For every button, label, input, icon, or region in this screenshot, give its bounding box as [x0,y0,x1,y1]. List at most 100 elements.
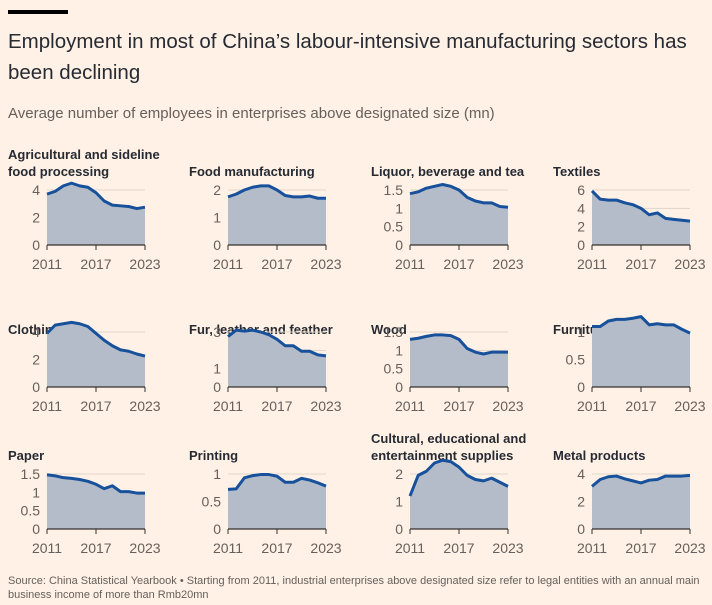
y-tick-label: 6 [577,182,585,198]
y-tick-label: 1 [395,342,403,358]
x-tick-label: 2017 [80,540,111,556]
y-tick-label: 0 [32,379,40,395]
x-tick-label: 2011 [32,256,62,272]
series-line [45,320,146,358]
y-tick-label: 1.5 [21,466,41,482]
panel-6: 0 0.5 1 1.5 2011 2017 2023 [384,324,524,414]
y-tick-label: 0 [213,379,221,395]
y-tick-label: 0 [213,237,221,253]
series-area [410,184,508,245]
y-tick-label: 0.5 [21,503,41,519]
x-tick-label: 2023 [129,398,160,414]
panel-title: Cultural, educational and entertainment … [371,431,527,463]
y-tick-label: 4 [32,324,40,340]
x-tick-label: 2023 [129,540,160,556]
y-tick-label: 4 [32,182,40,198]
y-tick-label: 1 [577,324,585,340]
x-tick-label: 2023 [310,540,341,556]
x-tick-label: 2023 [492,398,523,414]
panel-title: Wood [371,322,407,337]
y-tick-label: 1 [213,466,221,482]
y-tick-label: 0 [395,521,403,537]
y-tick-label: 2 [577,494,585,510]
x-tick-label: 2011 [32,540,62,556]
y-tick-label: 2 [577,219,585,235]
source-note: Source: China Statistical Yearbook • Sta… [8,575,700,601]
x-tick-label: 2011 [32,398,62,414]
series-line [591,473,691,488]
x-tick-label: 2023 [310,398,341,414]
x-tick-label: 2011 [213,256,243,272]
series-area [228,474,326,529]
series-area [410,460,508,529]
x-tick-label: 2017 [625,540,656,556]
y-tick-label: 0 [577,521,585,537]
x-tick-label: 2023 [310,256,341,272]
panel-5: 0 1 3 2011 2017 2023 [213,324,342,414]
series-line [409,333,508,356]
y-tick-label: 0 [32,521,40,537]
y-tick-label: 0.5 [566,352,586,368]
panel-10: 0 1 2 2011 2017 2023 [395,458,524,556]
series-line [46,473,145,495]
chart-subtitle: Average number of employees in enterpris… [8,105,495,122]
series-line [227,328,327,358]
y-tick-label: 2 [32,210,40,226]
y-tick-label: 0 [213,521,221,537]
series-line [227,184,326,200]
x-tick-label: 2023 [492,256,523,272]
series-area [410,334,508,387]
series-line [46,181,146,211]
panel-7: 0 0.5 1 2011 2017 2023 [566,315,706,414]
panel-title: Food manufacturing [189,164,315,179]
ft-top-bar [8,10,68,14]
series-line [227,473,327,491]
y-tick-label: 1 [395,200,403,216]
series-area [592,316,690,387]
y-tick-label: 0 [577,379,585,395]
series-line [590,189,691,223]
panel-title: Paper [8,448,45,463]
y-tick-label: 4 [577,200,585,216]
x-tick-label: 2011 [213,398,243,414]
series-area [47,474,145,529]
panel-title: Agricultural and sideline food processin… [8,147,160,179]
series-area [592,190,690,245]
x-tick-label: 2011 [395,398,425,414]
panel-2: 0 0.5 1 1.5 2011 2017 2023 [384,182,524,272]
series-area [47,322,145,387]
panel-9: 0 0.5 1 2011 2017 2023 [202,466,342,556]
x-tick-label: 2017 [261,540,292,556]
x-tick-label: 2017 [80,256,111,272]
series-line [408,458,509,497]
panel-3: 0 2 4 6 2011 2017 2023 [577,182,706,272]
x-tick-label: 2023 [674,398,705,414]
x-tick-label: 2023 [674,256,705,272]
y-tick-label: 1.5 [384,324,404,340]
x-tick-label: 2017 [261,398,292,414]
y-tick-label: 1 [213,210,221,226]
x-tick-label: 2017 [443,398,474,414]
series-area [592,475,690,529]
y-tick-label: 0 [32,237,40,253]
panel-1: 0 1 2 2011 2017 2023 [213,182,342,272]
x-tick-label: 2017 [80,398,111,414]
y-tick-label: 2 [395,466,403,482]
x-tick-label: 2011 [213,540,243,556]
y-tick-label: 2 [213,182,221,198]
y-tick-label: 1 [32,484,40,500]
panel-title: Textiles [553,164,601,179]
series-area [228,330,326,387]
x-tick-label: 2023 [129,256,160,272]
y-tick-label: 0 [577,237,585,253]
y-tick-label: 3 [213,324,221,340]
x-tick-label: 2011 [395,256,425,272]
y-tick-label: 0.5 [384,361,404,377]
panel-8: 0 0.5 1 1.5 2011 2017 2023 [21,466,161,556]
y-tick-label: 4 [577,466,585,482]
y-tick-label: 1.5 [384,182,404,198]
x-tick-label: 2011 [395,540,425,556]
x-tick-label: 2017 [261,256,292,272]
panel-11: 0 2 4 2011 2017 2023 [577,466,706,556]
